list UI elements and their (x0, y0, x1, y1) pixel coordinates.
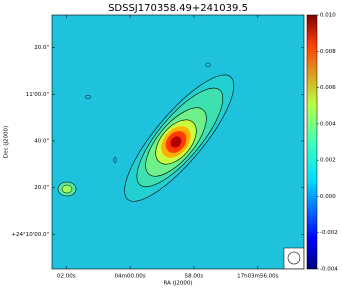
x-tick-label: 04m00.00s (115, 274, 146, 280)
image (52, 15, 304, 269)
y-tick-label: 20.0" (34, 185, 49, 191)
colorbar-tick-label: 0.004 (320, 121, 336, 127)
colorbar (306, 14, 318, 270)
y-axis-label: Dec (J2000) (4, 126, 10, 158)
y-tick-label: 11'00.0" (26, 92, 49, 98)
y-tick-label: 20.0" (34, 45, 49, 51)
colorbar-tick-label: 0.006 (320, 85, 336, 91)
colorbar-tick-label: -0.004 (320, 267, 338, 273)
colorbar-tick-label: -0.002 (320, 230, 338, 236)
x-axis-label: RA (J2000) (163, 281, 192, 287)
x-tick-label: 58.00s (185, 274, 204, 280)
colorbar-tick-label: 0.000 (320, 194, 336, 200)
colorbar-tick-label: 0.002 (320, 158, 336, 164)
y-tick-label: +24°10'00.0" (11, 232, 49, 238)
frame (51, 14, 305, 270)
colorbar-tick-label: 0.008 (320, 49, 336, 55)
x-tick-label: 17h03m56.00s (237, 274, 279, 280)
y-tick-label: 40.0" (34, 138, 49, 144)
colorbar-tick-label: 0.010 (320, 13, 336, 19)
x-tick-label: 02.00s (57, 274, 76, 280)
chart-title: SDSSJ170358.49+241039.5 (108, 3, 248, 14)
